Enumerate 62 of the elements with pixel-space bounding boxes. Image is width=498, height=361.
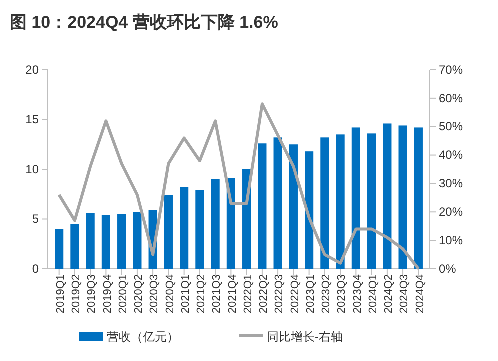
bar: [305, 152, 314, 269]
x-tick-label: 2021Q2: [196, 274, 208, 314]
y-tick-label: 15: [26, 112, 40, 127]
x-tick-label: 2019Q3: [86, 274, 98, 314]
bar: [180, 187, 189, 269]
x-tick-label: 2024Q4: [414, 274, 426, 314]
bar: [211, 179, 220, 269]
bar: [55, 229, 64, 269]
bar: [368, 134, 376, 269]
x-tick-label: 2023Q1: [304, 274, 317, 314]
y2-tick-label: 30%: [439, 176, 464, 191]
x-tick-label: 2022Q3: [274, 274, 286, 314]
x-tick-label: 2021Q3: [211, 274, 224, 314]
x-tick-label: 2023Q4: [352, 274, 364, 314]
bar: [86, 213, 95, 269]
bar: [133, 212, 142, 269]
y2-tick-label: 10%: [439, 233, 464, 248]
legend-label: 同比增长-右轴: [267, 330, 343, 344]
line-series: [58, 102, 420, 270]
y2-tick-label: 50%: [439, 120, 464, 134]
bar: [258, 144, 267, 269]
chart-title: 图 10：2024Q4 营收环比下降 1.6%: [10, 13, 278, 32]
bar: [398, 126, 408, 269]
x-tick-label: 2023Q2: [320, 274, 333, 314]
legend-label: 营收（亿元）: [107, 330, 179, 344]
bar: [164, 195, 173, 269]
bar: [70, 224, 80, 269]
x-tick-label: 2022Q2: [258, 274, 270, 314]
x-tick-label: 2019Q4: [102, 274, 114, 314]
x-tick-label: 2020Q4: [164, 274, 176, 314]
x-tick-label: 2022Q4: [289, 274, 302, 314]
y-tick-label: 5: [32, 212, 40, 226]
bar: [383, 124, 392, 269]
x-tick-label: 2024Q3: [398, 274, 411, 314]
x-tick-label: 2021Q4: [226, 274, 239, 314]
bar: [196, 190, 204, 269]
x-tick-label: 2019Q2: [70, 274, 83, 314]
x-tick-label: 2020Q3: [148, 274, 161, 314]
x-tick-label: 2020Q1: [117, 274, 130, 314]
bar: [336, 134, 345, 269]
y2-tick-label: 70%: [439, 62, 464, 77]
bar: [289, 144, 298, 269]
y2-tick-label: 60%: [439, 91, 464, 106]
x-tick-label: 2019Q1: [54, 274, 67, 314]
y-tick-label: 10: [26, 162, 40, 176]
y2-tick-label: 20%: [439, 204, 464, 219]
x-tick-label: 2021Q1: [180, 274, 192, 314]
x-tick-label: 2023Q3: [336, 274, 348, 314]
bar: [320, 138, 330, 269]
bar: [102, 215, 110, 269]
x-tick-label: 2022Q1: [242, 274, 254, 314]
x-tick-label: 2024Q1: [367, 274, 380, 314]
y-tick-label: 0: [32, 262, 40, 276]
bar: [414, 128, 423, 269]
y2-tick-label: 40%: [439, 148, 464, 162]
y2-tick-label: 0%: [439, 262, 457, 276]
bar: [118, 214, 126, 269]
x-tick-label: 2020Q2: [133, 274, 146, 314]
y-tick-label: 20: [26, 62, 40, 77]
bar: [352, 128, 360, 269]
bar: [274, 138, 282, 269]
x-tick-label: 2024Q2: [383, 274, 396, 314]
